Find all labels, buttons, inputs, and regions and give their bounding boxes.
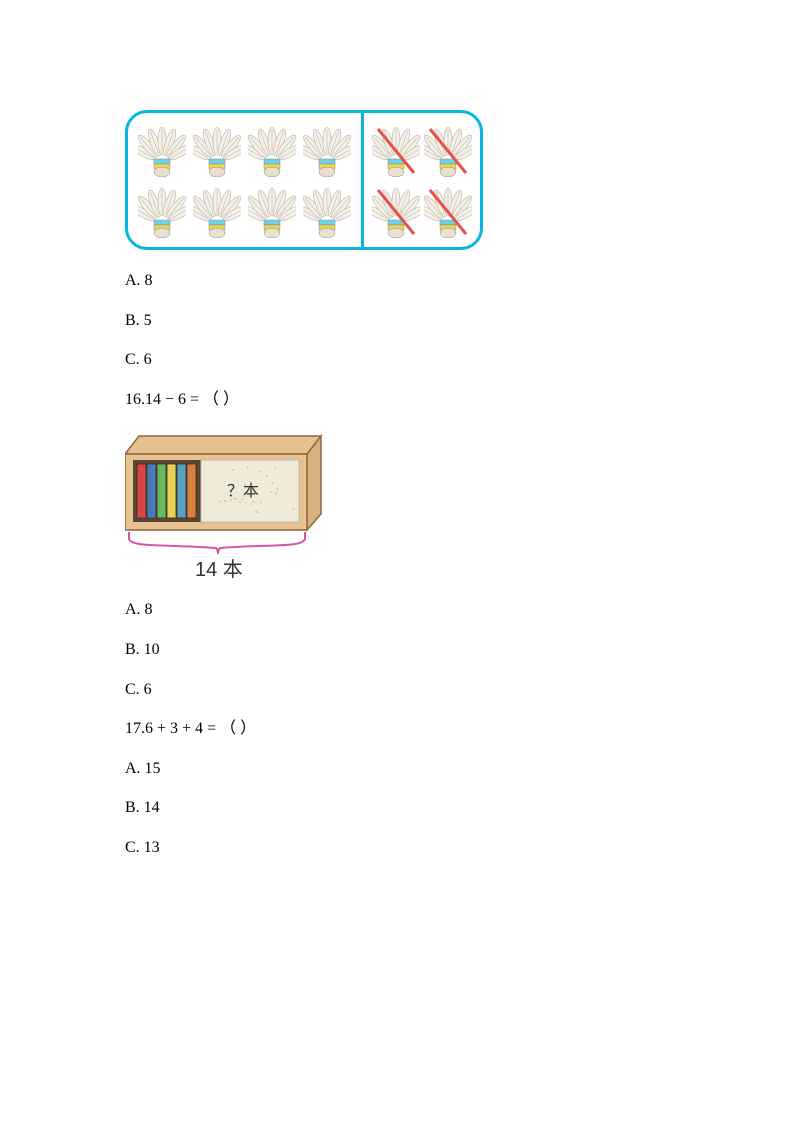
shuttlecock-crossed-icon <box>424 182 472 239</box>
svg-text:？本: ？本 <box>227 482 259 500</box>
shuttlecock-icon <box>191 182 242 239</box>
q15-option-c: C. 6 <box>125 347 793 373</box>
shuttlecock-icon <box>136 121 187 178</box>
q15-option-b: B. 5 <box>125 308 793 334</box>
shuttlecock-right-group <box>364 113 480 247</box>
shuttlecock-icon <box>247 121 298 178</box>
q17-option-a: A. 15 <box>125 756 793 782</box>
shuttlecock-icon <box>136 182 187 239</box>
q16-question: 16.14 − 6 = （ ） <box>125 387 793 413</box>
q17-option-c: C. 13 <box>125 835 793 861</box>
shuttlecock-left-group <box>128 113 364 247</box>
shuttlecock-icon <box>302 121 353 178</box>
q16-option-c: C. 6 <box>125 677 793 703</box>
shuttlecock-crossed-icon <box>424 121 472 178</box>
shuttlecock-icon <box>247 182 298 239</box>
bookshelf-diagram: ？本 14 本 <box>125 426 793 591</box>
q17-option-b: B. 14 <box>125 795 793 821</box>
shuttlecock-icon <box>191 121 242 178</box>
q16-option-a: A. 8 <box>125 597 793 623</box>
bookshelf-svg: ？本 14 本 <box>125 426 330 586</box>
q16-option-b: B. 10 <box>125 637 793 663</box>
q15-option-a: A. 8 <box>125 268 793 294</box>
svg-text:14 本: 14 本 <box>195 558 243 581</box>
shuttlecock-crossed-icon <box>372 182 420 239</box>
shuttlecock-diagram <box>125 110 483 250</box>
shuttlecock-icon <box>302 182 353 239</box>
q17-question: 17.6 + 3 + 4 = （ ） <box>125 716 793 742</box>
shuttlecock-crossed-icon <box>372 121 420 178</box>
